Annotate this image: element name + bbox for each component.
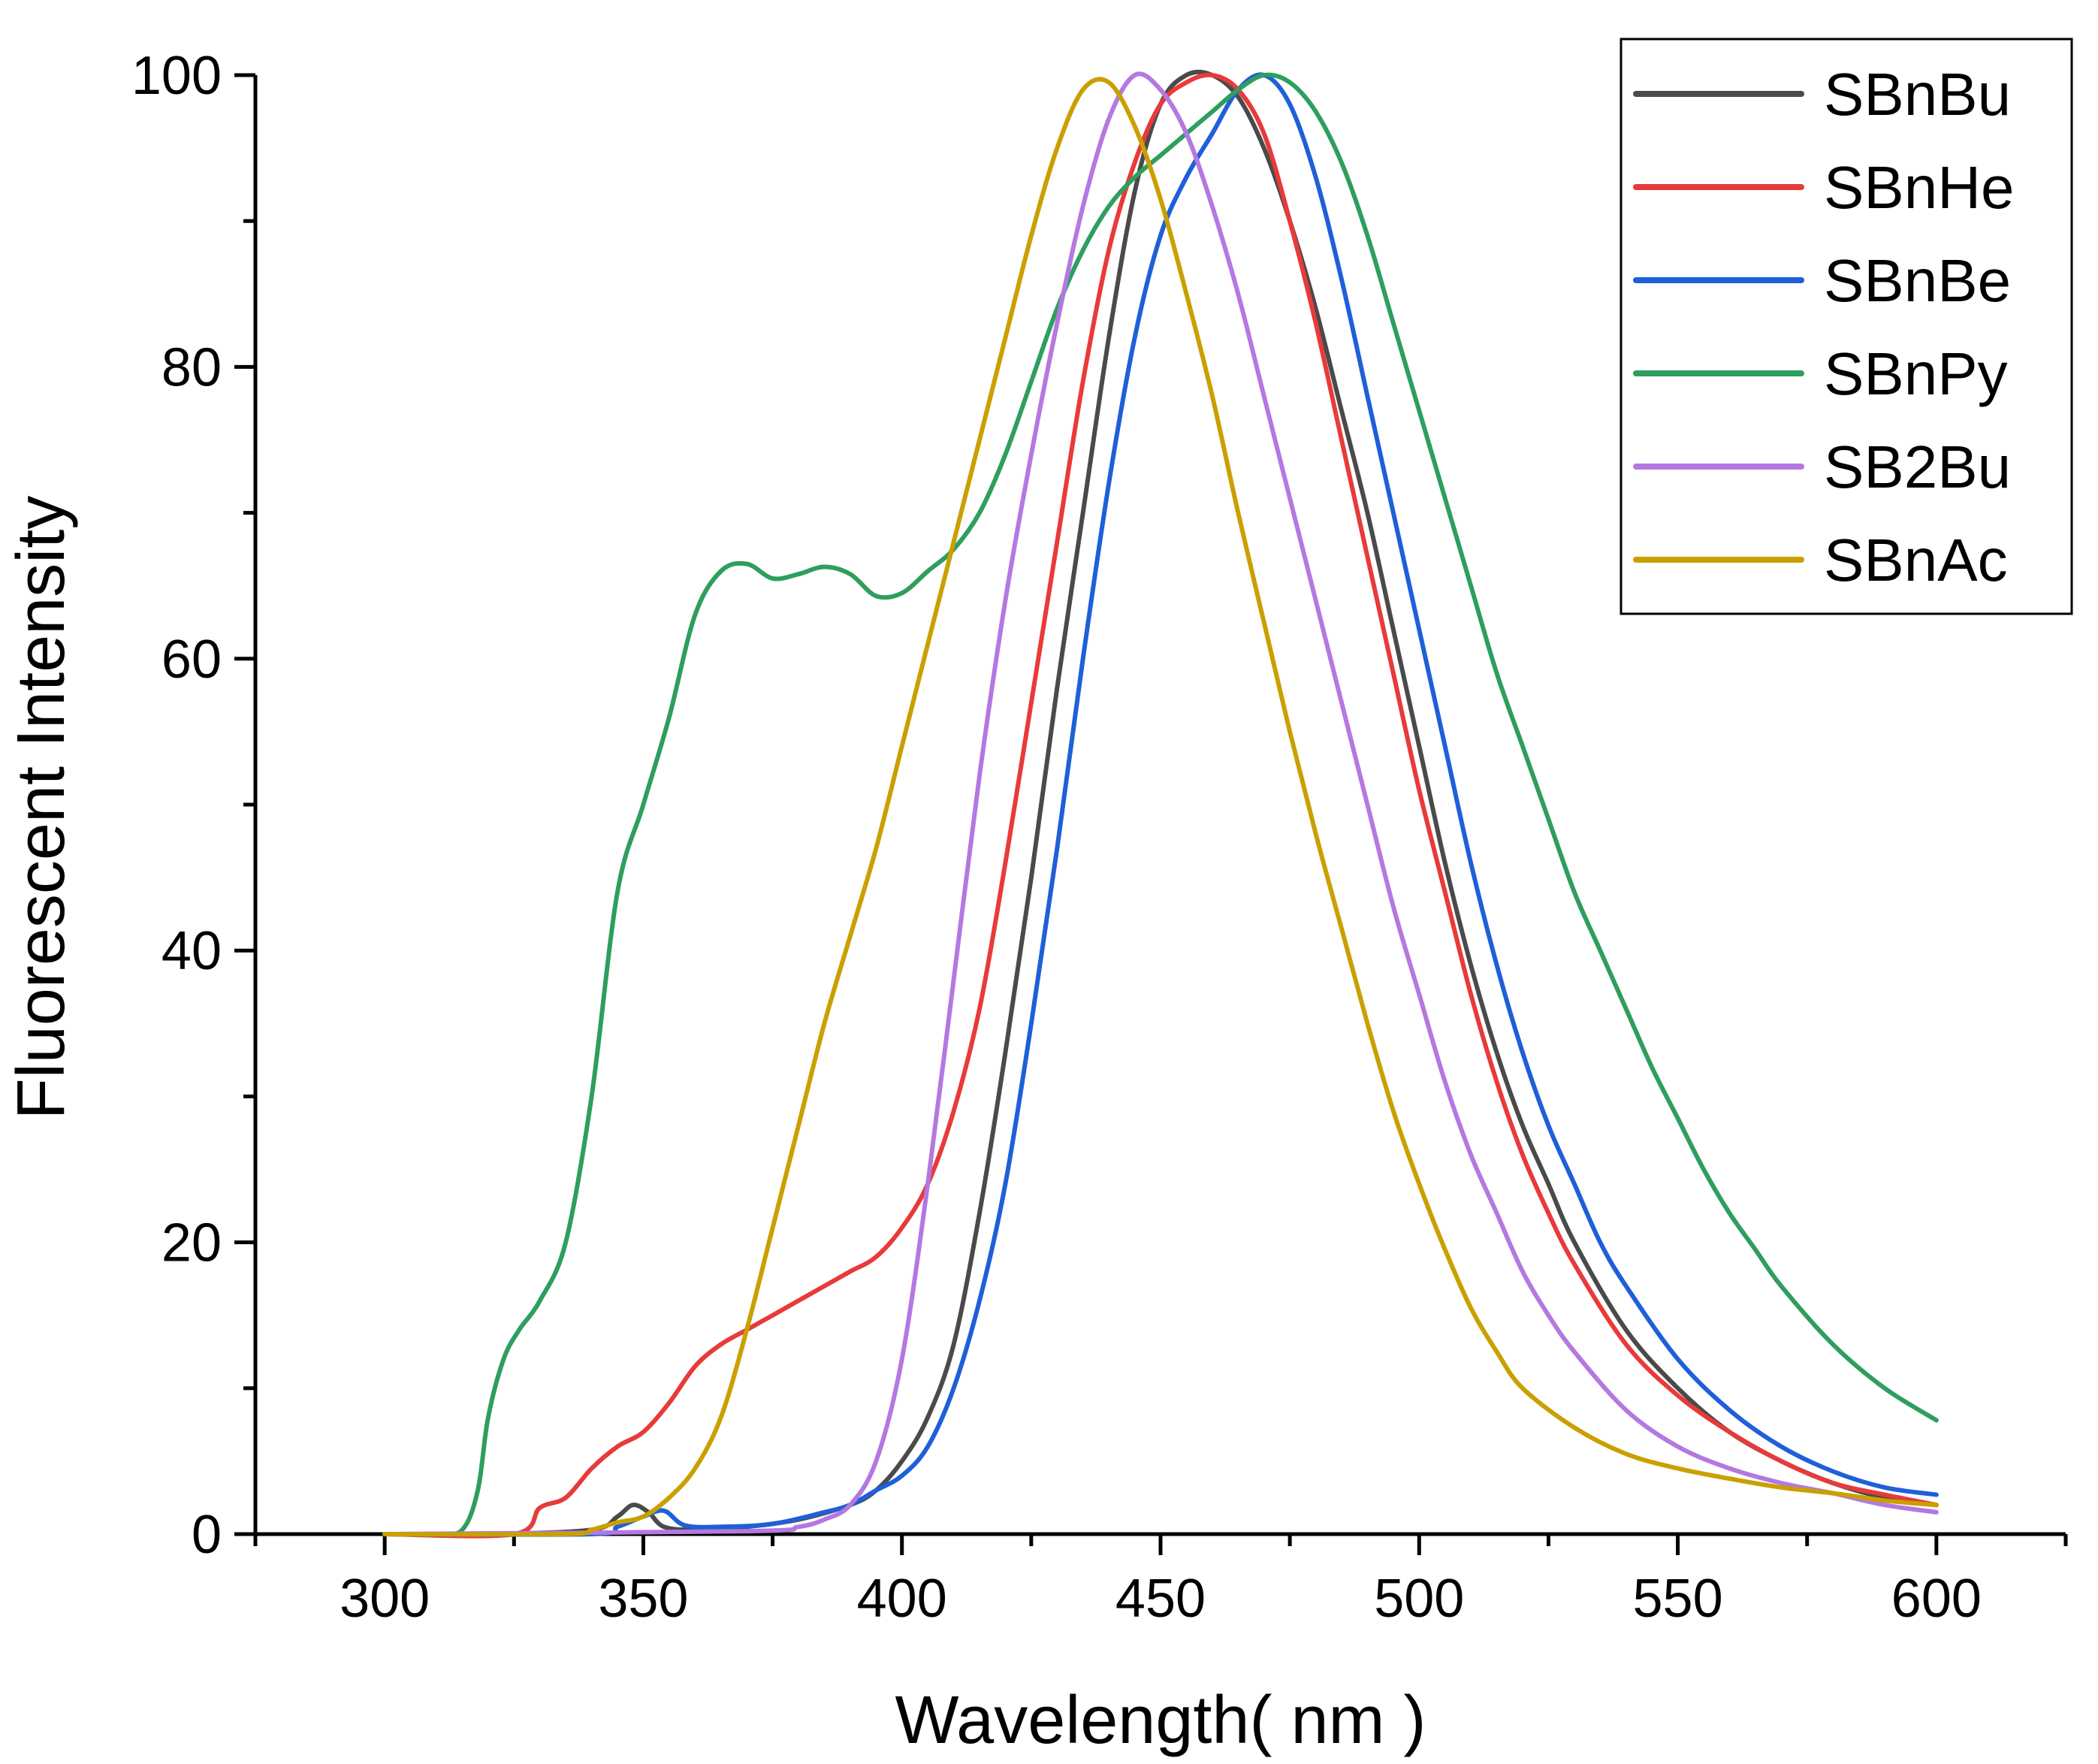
x-tick-label: 350 [598, 1569, 688, 1629]
legend-label-sbnpy: SBnPy [1824, 340, 2008, 407]
x-tick-label: 450 [1115, 1569, 1206, 1629]
x-tick-label: 600 [1891, 1569, 1982, 1629]
legend-items: SBnBu SBnHe SBnBe SBnPy SB2Bu SBnAc [1633, 61, 2014, 594]
y-tick-label: 20 [162, 1213, 222, 1273]
x-tick-label: 500 [1374, 1569, 1464, 1629]
y-tick-label: 40 [162, 921, 222, 981]
axis-ticks: 300 350 400 450 500 550 600 0 20 40 60 80 100 [131, 46, 2068, 1629]
x-tick-label: 550 [1633, 1569, 1723, 1629]
legend-label-sbnbu: SBnBu [1824, 61, 2011, 128]
series-line-sbnhe [382, 72, 1939, 1539]
y-tick-label: 100 [131, 46, 222, 106]
legend: SBnBu SBnHe SBnBe SBnPy SB2Bu SBnAc [1620, 38, 2073, 615]
series-line-sb2bu [382, 71, 1939, 1536]
series-lines [382, 69, 1939, 1539]
series-line-sbnbe [382, 72, 1939, 1537]
x-axis-title: Wavelength( nm ) [895, 1683, 1426, 1758]
x-tick-label: 300 [340, 1569, 430, 1629]
legend-label-sbnbe: SBnBe [1824, 247, 2011, 314]
legend-label-sbnac: SBnAc [1824, 527, 2008, 594]
legend-label-sbnhe: SBnHe [1824, 154, 2014, 221]
legend-box [1620, 38, 2073, 615]
series-line-sbnpy [382, 72, 1939, 1537]
legend-label-sb2bu: SB2Bu [1824, 433, 2011, 500]
x-tick-label: 400 [857, 1569, 947, 1629]
y-axis-title: Fluorescent Intensity [4, 496, 79, 1119]
series-line-sbnac [382, 77, 1939, 1537]
y-tick-label: 0 [192, 1505, 222, 1565]
y-tick-label: 80 [162, 337, 222, 397]
y-tick-label: 60 [162, 630, 222, 690]
